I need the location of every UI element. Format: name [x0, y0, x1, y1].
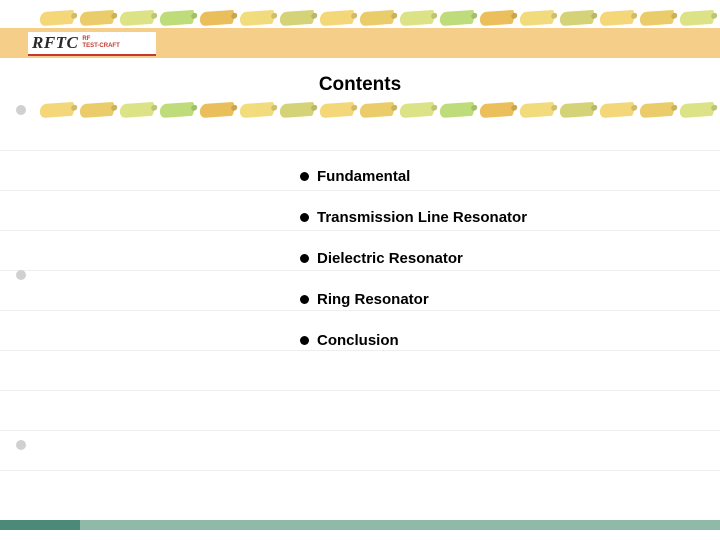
crayon-icon	[279, 102, 314, 118]
crayon-icon	[439, 102, 474, 118]
crayon-icon	[559, 102, 594, 118]
side-dot-icon	[16, 440, 26, 450]
crayon-icon	[519, 10, 554, 26]
bullet-icon	[300, 295, 309, 304]
side-dot-icon	[16, 105, 26, 115]
crayon-icon	[119, 10, 154, 26]
crayon-icon	[279, 10, 314, 26]
logo-sub-line1: RF	[82, 36, 90, 42]
list-item-label: Ring Resonator	[317, 291, 429, 308]
crayon-icon	[599, 102, 634, 118]
guide-line	[0, 430, 720, 431]
bullet-icon	[300, 172, 309, 181]
guide-line	[0, 390, 720, 391]
crayon-icon	[119, 102, 154, 118]
crayon-icon	[319, 102, 354, 118]
list-item-label: Fundamental	[317, 168, 410, 185]
contents-list: Fundamental Transmission Line Resonator Di…	[300, 168, 680, 373]
bullet-icon	[300, 254, 309, 263]
crayon-icon	[399, 102, 434, 118]
crayon-icon	[479, 10, 514, 26]
crayon-icon	[519, 102, 554, 118]
guide-line	[0, 470, 720, 471]
page-title: Contents	[0, 74, 720, 96]
list-item: Dielectric Resonator	[300, 250, 680, 267]
list-item: Fundamental	[300, 168, 680, 185]
crayon-icon	[199, 102, 234, 118]
crayon-icon	[679, 102, 714, 118]
list-item-label: Transmission Line Resonator	[317, 209, 527, 226]
crayon-icon	[199, 10, 234, 26]
footer-bar	[0, 520, 720, 530]
crayon-icon	[239, 10, 274, 26]
crayon-icon	[39, 102, 74, 118]
slide: RFTC RF TEST-CRAFT Contents Fundamental T…	[0, 0, 720, 540]
bullet-icon	[300, 213, 309, 222]
list-item: Transmission Line Resonator	[300, 209, 680, 226]
crayon-icon	[159, 10, 194, 26]
crayon-icon	[599, 10, 634, 26]
list-item: Ring Resonator	[300, 291, 680, 308]
list-item-label: Dielectric Resonator	[317, 250, 463, 267]
logo-main-text: RFTC	[32, 33, 78, 53]
crayon-icon	[159, 102, 194, 118]
logo-sub-line2: TEST-CRAFT	[82, 43, 119, 49]
list-item: Conclusion	[300, 332, 680, 349]
list-item-label: Conclusion	[317, 332, 399, 349]
footer-accent	[0, 520, 80, 530]
crayon-icon	[359, 10, 394, 26]
logo: RFTC RF TEST-CRAFT	[28, 32, 156, 56]
crayon-icon	[479, 102, 514, 118]
crayon-icon	[239, 102, 274, 118]
crayon-icon	[79, 102, 114, 118]
crayon-icon	[39, 10, 74, 26]
crayon-icon	[559, 10, 594, 26]
decorative-crayon-row-mid	[0, 98, 720, 122]
crayon-icon	[359, 102, 394, 118]
crayon-icon	[319, 10, 354, 26]
crayon-icon	[639, 10, 674, 26]
crayon-icon	[639, 102, 674, 118]
crayon-icon	[399, 10, 434, 26]
logo-sub-text: RF TEST-CRAFT	[82, 36, 119, 50]
side-dot-icon	[16, 270, 26, 280]
bullet-icon	[300, 336, 309, 345]
guide-line	[0, 150, 720, 151]
crayon-icon	[679, 10, 714, 26]
crayon-icon	[439, 10, 474, 26]
decorative-crayon-row-top	[0, 6, 720, 30]
crayon-icon	[79, 10, 114, 26]
